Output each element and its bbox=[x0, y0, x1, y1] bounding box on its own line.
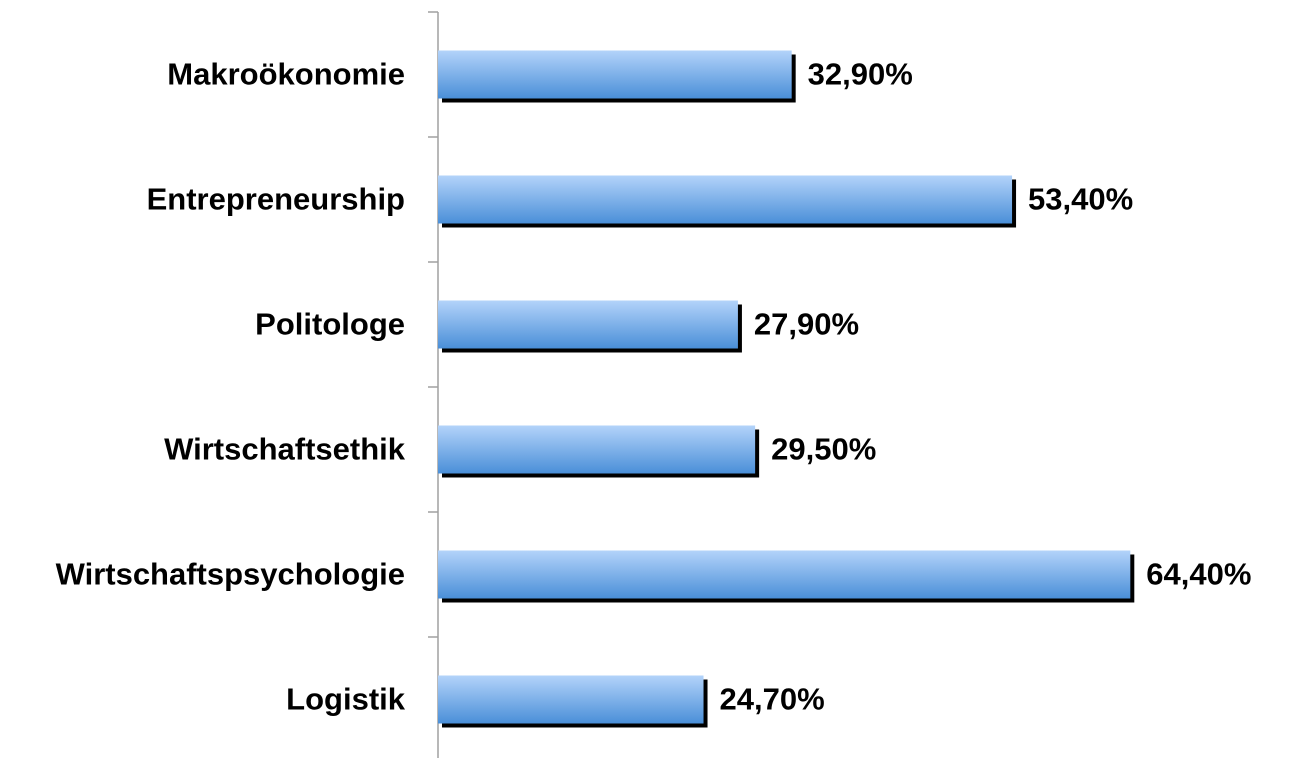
bar bbox=[438, 675, 704, 724]
bar bbox=[438, 425, 756, 474]
value-label: 64,40% bbox=[1146, 557, 1251, 592]
category-label: Entrepreneurship bbox=[147, 182, 405, 217]
bar bbox=[438, 550, 1131, 599]
category-label: Makroökonomie bbox=[167, 57, 405, 92]
value-label: 29,50% bbox=[771, 432, 876, 467]
bar bbox=[438, 175, 1013, 224]
category-label: Wirtschaftsethik bbox=[164, 432, 406, 467]
value-label: 32,90% bbox=[808, 57, 913, 92]
category-label: Logistik bbox=[286, 682, 406, 717]
category-label: Wirtschaftspsychologie bbox=[56, 557, 405, 592]
value-label: 24,70% bbox=[720, 682, 825, 717]
bar bbox=[438, 50, 792, 99]
value-label: 27,90% bbox=[754, 307, 859, 342]
category-label: Politologe bbox=[255, 307, 405, 342]
bar bbox=[438, 300, 738, 349]
value-label: 53,40% bbox=[1028, 182, 1133, 217]
